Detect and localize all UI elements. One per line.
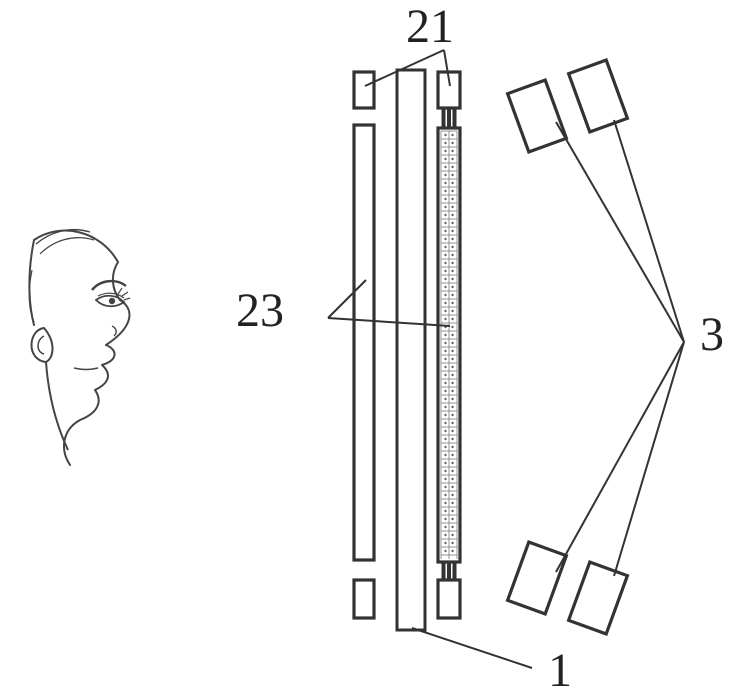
left-long [354, 125, 374, 560]
central-panel [397, 70, 425, 630]
connector-tooth [453, 108, 457, 128]
label-23: 23 [236, 284, 284, 337]
connector-tooth [442, 562, 446, 580]
side-box-top-0 [508, 80, 567, 152]
side-box-bot-1 [569, 562, 628, 634]
side-box-bot-0 [508, 542, 567, 614]
callout-3 [556, 120, 684, 576]
left-short-top [354, 72, 374, 108]
label-1: 1 [548, 644, 572, 695]
label-21: 21 [406, 0, 454, 53]
label-3: 3 [700, 308, 724, 361]
face-profile [29, 230, 130, 465]
connector-tooth [453, 562, 457, 580]
right-long-hatched [438, 128, 460, 562]
left-short-bot [354, 580, 374, 618]
connector-tooth [447, 108, 451, 128]
right-short-bot [438, 580, 460, 618]
connector-tooth [447, 562, 451, 580]
callout-1 [412, 628, 532, 668]
connector-tooth [442, 108, 446, 128]
callout-23 [328, 280, 450, 326]
side-box-top-1 [569, 60, 628, 132]
